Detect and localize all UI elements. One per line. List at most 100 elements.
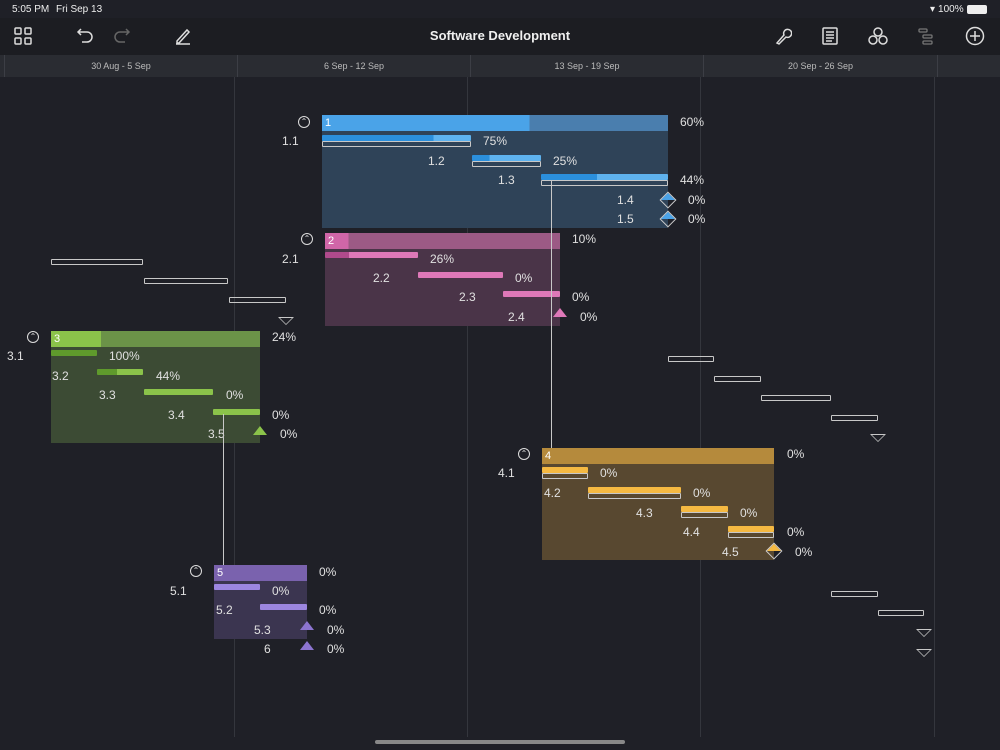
- collapse-icon[interactable]: ⌃: [298, 116, 310, 128]
- home-indicator[interactable]: [375, 740, 625, 744]
- week-column: 30 Aug - 5 Sep: [4, 55, 237, 77]
- task-bar[interactable]: [213, 409, 260, 415]
- outline-task-bar[interactable]: [831, 591, 878, 597]
- circles-icon[interactable]: [866, 25, 890, 47]
- task-progress: 0%: [580, 310, 598, 324]
- task-label: 4.5: [722, 545, 739, 559]
- task-label: 5.2: [216, 603, 233, 617]
- group-progress: 10%: [572, 232, 597, 246]
- pencil-icon[interactable]: [171, 25, 195, 47]
- outline-milestone[interactable]: [278, 317, 294, 325]
- task-bar[interactable]: [681, 506, 728, 512]
- task-progress: 0%: [226, 388, 244, 402]
- task-label: 3.3: [99, 388, 116, 402]
- timeline-header: [0, 55, 1000, 77]
- collapse-icon[interactable]: ⌃: [301, 233, 313, 245]
- milestone-triangle[interactable]: [553, 308, 567, 317]
- task-progress: 0%: [319, 603, 337, 617]
- battery-level: 100%: [938, 4, 964, 15]
- task-bar[interactable]: [588, 487, 681, 493]
- grid-icon[interactable]: [11, 25, 35, 47]
- collapse-icon[interactable]: ⌃: [518, 448, 530, 460]
- baseline-bar: [728, 532, 774, 538]
- task-label: 6: [264, 642, 271, 656]
- outline-task-bar[interactable]: [761, 395, 831, 401]
- milestone-triangle[interactable]: [253, 426, 267, 435]
- task-bar[interactable]: [503, 291, 560, 297]
- task-progress: 0%: [327, 642, 345, 656]
- week-column: 6 Sep - 12 Sep: [237, 55, 470, 77]
- task-progress: 0%: [280, 427, 298, 441]
- group-2-bar[interactable]: 2: [325, 233, 560, 249]
- task-bar[interactable]: [214, 584, 260, 590]
- week-column: [937, 55, 1000, 77]
- wifi-icon: ▾: [930, 4, 936, 15]
- task-bar[interactable]: [260, 604, 307, 610]
- outline-task-bar[interactable]: [144, 278, 228, 284]
- undo-icon[interactable]: [73, 25, 97, 47]
- outline-milestone[interactable]: [870, 434, 886, 442]
- task-bar[interactable]: [144, 389, 213, 395]
- document-icon[interactable]: [818, 25, 842, 47]
- outline-task-bar[interactable]: [831, 415, 878, 421]
- wrench-icon[interactable]: [771, 25, 795, 47]
- group-3-bar[interactable]: 3: [51, 331, 260, 347]
- group-5-bar[interactable]: 5: [214, 565, 307, 581]
- week-divider: [934, 77, 935, 737]
- outline-milestone[interactable]: [916, 649, 932, 657]
- task-bar[interactable]: [51, 350, 97, 356]
- task-label: 1.4: [617, 193, 634, 207]
- task-bar[interactable]: [418, 272, 503, 278]
- task-progress: 100%: [109, 349, 140, 363]
- task-progress: 0%: [693, 486, 711, 500]
- milestone-triangle[interactable]: [300, 621, 314, 630]
- task-label: 3.4: [168, 408, 185, 422]
- task-bar[interactable]: [472, 155, 541, 161]
- task-bar[interactable]: [728, 526, 774, 532]
- task-label: 1.1: [282, 134, 299, 148]
- task-label: 3.5: [208, 427, 225, 441]
- task-label: 2.1: [282, 252, 299, 266]
- status-right: ▾ 100%: [930, 4, 987, 15]
- outline-icon[interactable]: [914, 25, 938, 47]
- collapse-icon[interactable]: ⌃: [27, 331, 39, 343]
- task-bar[interactable]: [542, 467, 588, 473]
- milestone-triangle[interactable]: [300, 641, 314, 650]
- task-progress: 0%: [688, 193, 706, 207]
- group-4-bar[interactable]: 4: [542, 448, 774, 464]
- outline-task-bar[interactable]: [51, 259, 143, 265]
- baseline-bar: [542, 473, 588, 479]
- group-1-area: [322, 115, 668, 228]
- task-bar[interactable]: [541, 174, 668, 180]
- task-bar[interactable]: [97, 369, 143, 375]
- task-label: 1.5: [617, 212, 634, 226]
- group-progress: 0%: [787, 447, 805, 461]
- redo-icon[interactable]: [110, 25, 134, 47]
- plus-icon[interactable]: [963, 25, 987, 47]
- task-progress: 44%: [680, 173, 705, 187]
- task-label: 4.1: [498, 466, 515, 480]
- dependency-line: [223, 414, 224, 565]
- task-progress: 25%: [553, 154, 578, 168]
- battery-icon: [966, 5, 987, 14]
- task-progress: 0%: [272, 408, 290, 422]
- task-label: 4.4: [683, 525, 700, 539]
- outline-task-bar[interactable]: [229, 297, 286, 303]
- group-progress: 24%: [272, 330, 297, 344]
- task-bar[interactable]: [325, 252, 418, 258]
- outline-milestone[interactable]: [916, 629, 932, 637]
- task-label: 5.3: [254, 623, 271, 637]
- task-progress: 75%: [483, 134, 508, 148]
- task-bar[interactable]: [322, 135, 471, 141]
- outline-task-bar[interactable]: [668, 356, 714, 362]
- baseline-bar: [541, 180, 668, 186]
- collapse-icon[interactable]: ⌃: [190, 565, 202, 577]
- group-1-bar[interactable]: 1: [322, 115, 668, 131]
- outline-task-bar[interactable]: [878, 610, 924, 616]
- group-progress: 0%: [319, 565, 337, 579]
- group-progress: 60%: [680, 115, 705, 129]
- task-progress: 0%: [327, 623, 345, 637]
- week-column: 13 Sep - 19 Sep: [470, 55, 703, 77]
- outline-task-bar[interactable]: [714, 376, 761, 382]
- week-divider: [467, 77, 468, 737]
